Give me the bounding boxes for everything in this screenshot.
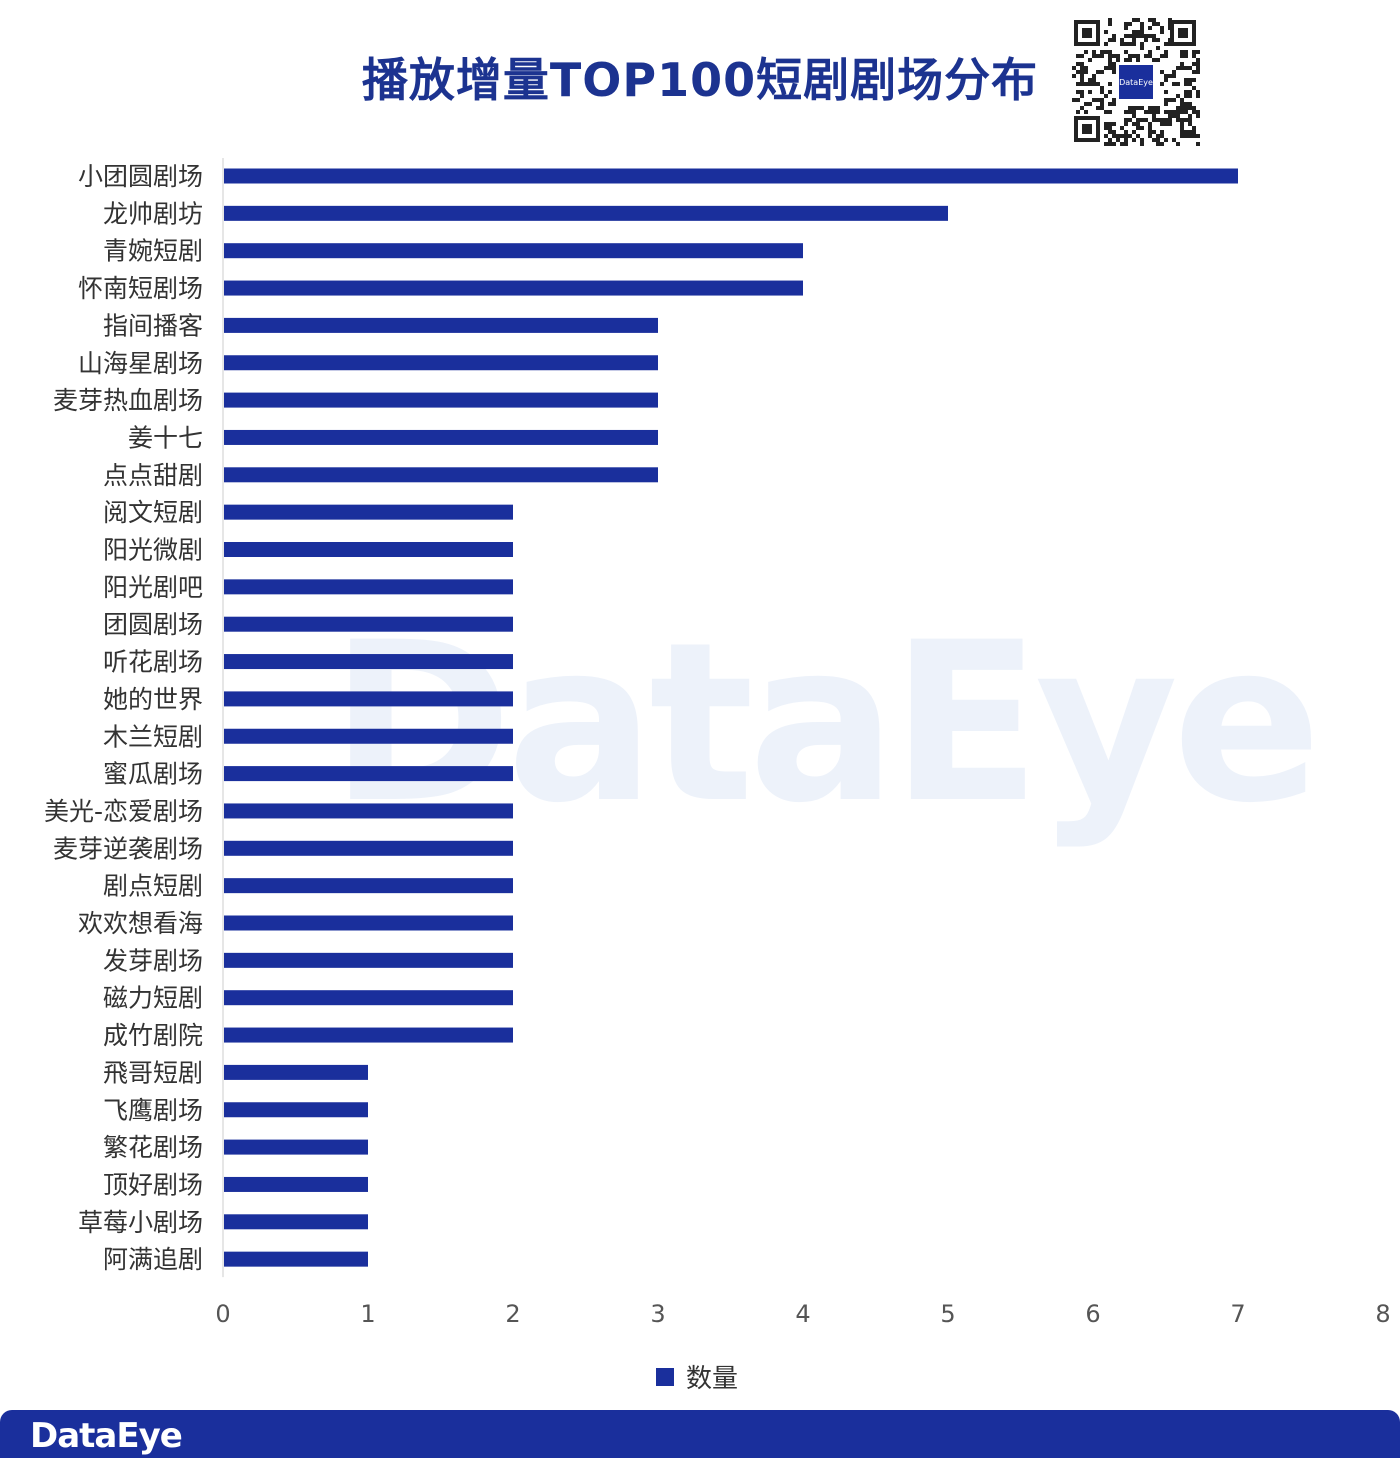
category-label: 阳光微剧 xyxy=(103,536,203,565)
category-label: 阿满追剧 xyxy=(103,1245,203,1274)
bar xyxy=(224,243,803,259)
bar xyxy=(224,467,658,483)
bar xyxy=(224,429,658,445)
x-tick-labels: 0 1 2 3 4 5 6 7 8 xyxy=(215,1300,1390,1328)
category-label: 麦芽热血剧场 xyxy=(53,386,203,415)
bar xyxy=(224,1176,368,1192)
category-label: 繁花剧场 xyxy=(103,1133,203,1162)
bar xyxy=(224,878,513,894)
bar xyxy=(224,990,513,1006)
x-tick-label: 7 xyxy=(1230,1300,1245,1328)
category-label: 飞鹰剧场 xyxy=(103,1096,203,1125)
bar xyxy=(224,952,513,968)
chart-title: 播放增量TOP100短剧剧场分布 xyxy=(361,53,1039,107)
category-label: 山海星剧场 xyxy=(78,349,203,378)
legend-swatch xyxy=(656,1367,674,1386)
bar xyxy=(224,616,513,632)
bar xyxy=(224,1102,368,1118)
category-label: 阳光剧吧 xyxy=(103,573,203,602)
footer-brand-logo: DataEye xyxy=(30,1416,183,1456)
bar xyxy=(224,392,658,408)
category-label: 龙帅剧坊 xyxy=(103,199,203,228)
category-label: 听花剧场 xyxy=(103,648,203,677)
category-label: 飛哥短剧 xyxy=(103,1058,203,1087)
category-label: 美光-恋爱剧场 xyxy=(44,797,203,826)
bar xyxy=(224,280,803,296)
legend-label: 数量 xyxy=(686,1364,739,1394)
category-label: 草莓小剧场 xyxy=(78,1208,203,1237)
bar-chart: 小团圆剧场龙帅剧坊青婉短剧怀南短剧场指间播客山海星剧场麦芽热血剧场姜十七点点甜剧… xyxy=(44,158,1391,1328)
bar xyxy=(224,1139,368,1155)
category-labels: 小团圆剧场龙帅剧坊青婉短剧怀南短剧场指间播客山海星剧场麦芽热血剧场姜十七点点甜剧… xyxy=(44,162,203,1274)
category-label: 剧点短剧 xyxy=(103,872,203,901)
x-tick-label: 4 xyxy=(795,1300,810,1328)
category-label: 团圆剧场 xyxy=(103,610,203,639)
category-label: 麦芽逆袭剧场 xyxy=(53,834,203,863)
category-label: 木兰短剧 xyxy=(103,722,203,751)
qr-code: DataEye xyxy=(1072,18,1200,150)
bar xyxy=(224,205,948,221)
bar xyxy=(224,317,658,333)
bar xyxy=(224,728,513,744)
x-tick-label: 6 xyxy=(1085,1300,1100,1328)
category-label: 成竹剧院 xyxy=(103,1021,203,1050)
bar xyxy=(224,766,513,782)
qr-logo-text: DataEye xyxy=(1119,78,1153,87)
category-label: 蜜瓜剧场 xyxy=(103,760,203,789)
category-label: 她的世界 xyxy=(103,685,203,714)
category-label: 怀南短剧场 xyxy=(78,274,203,303)
bars-group xyxy=(224,168,1238,1267)
bar xyxy=(224,1064,368,1080)
bar xyxy=(224,840,513,856)
x-tick-label: 2 xyxy=(505,1300,520,1328)
legend: 数量 xyxy=(656,1358,738,1395)
category-label: 指间播客 xyxy=(103,311,203,340)
category-label: 姜十七 xyxy=(128,423,203,452)
category-label: 磁力短剧 xyxy=(103,984,203,1013)
category-label: 欢欢想看海 xyxy=(78,909,203,938)
bar xyxy=(224,355,658,371)
footer: DataEye xyxy=(0,1410,1400,1466)
category-label: 阅文短剧 xyxy=(103,498,203,527)
bar xyxy=(224,1251,368,1267)
bar xyxy=(224,1214,368,1230)
category-label: 顶好剧场 xyxy=(103,1170,203,1199)
bar xyxy=(224,691,513,707)
bar xyxy=(224,542,513,557)
x-tick-label: 3 xyxy=(650,1300,665,1328)
bar xyxy=(224,579,513,595)
category-label: 青婉短剧 xyxy=(103,237,203,266)
x-tick-label: 5 xyxy=(940,1300,955,1328)
bar xyxy=(224,504,513,520)
bar xyxy=(224,803,513,819)
x-tick-label: 8 xyxy=(1375,1300,1390,1328)
category-label: 点点甜剧 xyxy=(103,461,203,490)
bar xyxy=(224,1027,513,1043)
footer-bar xyxy=(0,1410,1400,1458)
category-label: 小团圆剧场 xyxy=(78,162,203,191)
bar xyxy=(224,654,513,670)
category-label: 发芽剧场 xyxy=(103,946,203,975)
bar xyxy=(224,915,513,931)
x-tick-label: 0 xyxy=(215,1300,230,1328)
bar xyxy=(224,168,1238,184)
x-tick-label: 1 xyxy=(360,1300,375,1328)
